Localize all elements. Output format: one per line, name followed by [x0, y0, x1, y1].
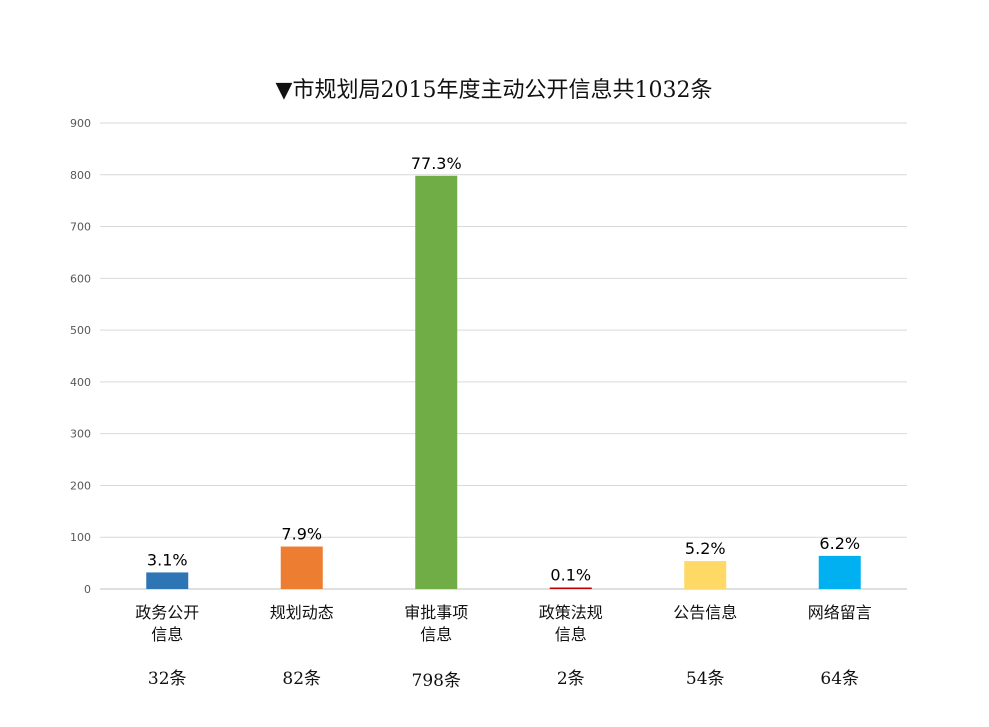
bars	[146, 175, 861, 589]
y-axis-ticks: 0 100 200 300 400 500 600 700 800 900	[70, 117, 91, 596]
count-label: 82条	[282, 669, 321, 689]
count-label: 64条	[820, 669, 859, 689]
data-label: 77.3%	[411, 154, 462, 173]
data-label: 3.1%	[147, 550, 188, 569]
bar	[818, 555, 861, 589]
y-tick-label: 300	[70, 428, 91, 441]
count-label: 32条	[148, 669, 187, 689]
y-tick-label: 100	[70, 531, 91, 544]
bar	[280, 546, 323, 589]
bar	[549, 587, 592, 589]
category-label: 公告信息	[673, 603, 737, 622]
data-label: 6.2%	[819, 534, 860, 553]
category-label: 政务公开	[135, 603, 199, 622]
chart-title: ▼市规划局2015年度主动公开信息共1032条	[276, 78, 713, 103]
data-label: 0.1%	[550, 566, 591, 585]
count-label: 54条	[686, 669, 725, 689]
data-label: 7.9%	[281, 525, 322, 544]
count-label: 798条	[412, 671, 461, 691]
gridlines	[100, 122, 907, 590]
category-label: 信息	[151, 625, 183, 644]
y-tick-label: 800	[70, 169, 91, 182]
data-label: 5.2%	[685, 539, 726, 558]
y-tick-label: 600	[70, 272, 91, 285]
y-tick-label: 500	[70, 324, 91, 337]
bar	[415, 175, 458, 589]
count-label: 2条	[557, 669, 585, 689]
y-tick-label: 900	[70, 117, 91, 130]
category-label: 政策法规	[539, 603, 603, 622]
y-tick-label: 0	[84, 583, 91, 596]
y-tick-label: 200	[70, 479, 91, 492]
category-label: 网络留言	[808, 603, 872, 622]
category-counts: 32条 82条 798条 2条 54条 64条	[148, 669, 859, 691]
category-label: 规划动态	[270, 603, 334, 622]
data-labels: 3.1% 7.9% 77.3% 0.1% 5.2% 6.2%	[147, 154, 860, 585]
y-tick-label: 400	[70, 376, 91, 389]
bar	[146, 572, 189, 589]
bar	[684, 561, 727, 589]
category-label: 审批事项	[404, 603, 468, 622]
category-label: 信息	[555, 625, 587, 644]
y-tick-label: 700	[70, 221, 91, 234]
category-label: 信息	[420, 625, 452, 644]
